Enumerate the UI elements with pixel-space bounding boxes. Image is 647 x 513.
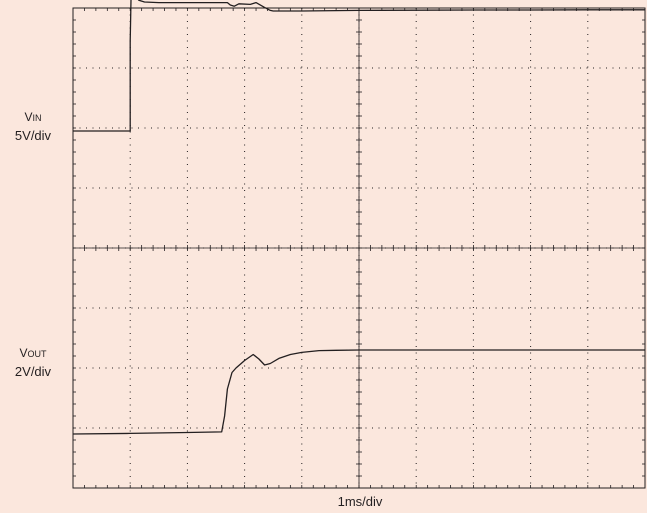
x-axis-label: 1ms/div (337, 494, 383, 509)
vin-channel-name: VIN (24, 110, 42, 124)
vout-trace (72, 349, 645, 435)
vout-scale-label: 2V/div (14, 364, 52, 379)
vin-channel-label: VIN 5V/div (0, 108, 66, 144)
plot-frame (72, 7, 646, 489)
vin-scale-label: 5V/div (14, 128, 52, 143)
trace-group (72, 0, 645, 435)
vout-channel-label: VOUT 2V/div (0, 344, 66, 380)
vin-trace (73, 0, 645, 132)
graticule (72, 7, 646, 489)
vout-channel-name: VOUT (19, 346, 47, 360)
